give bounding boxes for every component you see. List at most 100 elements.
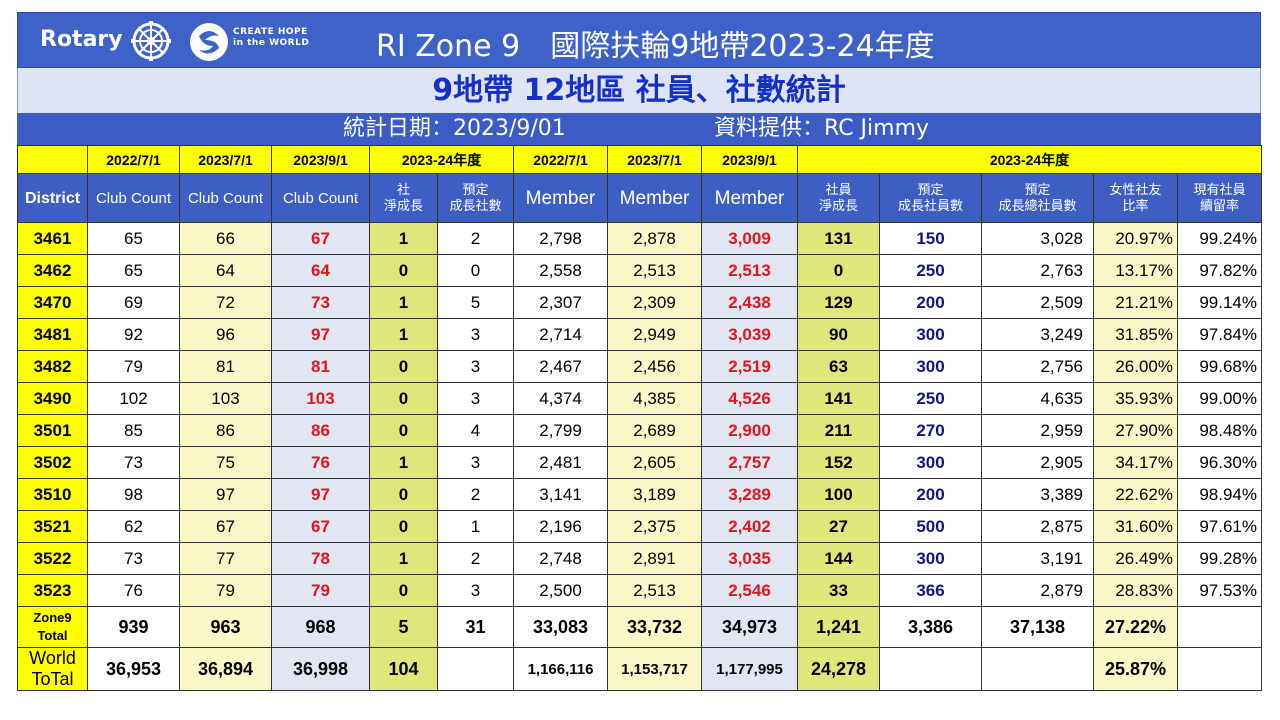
table-cell: 0 <box>369 478 438 511</box>
table-cell: 2,748 <box>513 542 609 575</box>
table-cell: 31.60% <box>1093 510 1179 543</box>
table-cell: 76 <box>271 446 370 479</box>
table-cell: 3,009 <box>701 222 799 255</box>
table-cell: 26.00% <box>1093 350 1179 383</box>
zone-total-label: Zone9 Total <box>17 606 88 648</box>
world-total-row: World ToTal 36,953 36,894 36,998 104 1,16… <box>17 647 1263 691</box>
table-cell: 34,973 <box>701 606 799 648</box>
table-cell: 86 <box>179 414 272 447</box>
district-cell: 3481 <box>17 318 88 351</box>
table-row: 3482 79 81 81 0 3 2,467 2,456 2,519 63 300 2,756 26.… <box>17 350 1263 383</box>
table-cell: 4 <box>436 414 515 447</box>
table-cell: 0 <box>369 574 438 607</box>
table-cell: 97.53% <box>1177 574 1263 607</box>
table-row: 3502 73 75 76 1 3 2,481 2,605 2,757 152 300 2,905 34… <box>17 446 1263 479</box>
table-cell: 200 <box>879 478 983 511</box>
table-cell: 36,894 <box>179 647 272 691</box>
table-cell: 73 <box>87 542 180 575</box>
table-cell: 300 <box>879 318 983 351</box>
table-cell: 939 <box>87 606 180 648</box>
table-cell: 2,513 <box>701 254 799 287</box>
table-cell: 3,191 <box>981 542 1095 575</box>
table-cell <box>879 647 983 691</box>
table-cell: 4,526 <box>701 382 799 415</box>
create-hope-logo-text: CREATE HOPE in the WORLD <box>233 27 309 49</box>
table-cell: 2,959 <box>981 414 1095 447</box>
table-cell: 500 <box>879 510 983 543</box>
district-cell: 3462 <box>17 254 88 287</box>
table-cell: 2,905 <box>981 446 1095 479</box>
table-cell <box>1177 647 1263 691</box>
table-cell: 96 <box>179 318 272 351</box>
table-cell: 0 <box>369 382 438 415</box>
rotary-logo-text: Rotary <box>40 27 123 52</box>
table-row: 3523 76 79 79 0 3 2,500 2,513 2,546 33 366 2,879 28.… <box>17 574 1263 607</box>
table-cell: 0 <box>369 414 438 447</box>
table-cell: 2,375 <box>607 510 703 543</box>
table-cell: 1,177,995 <box>701 647 799 691</box>
table-cell: 3,035 <box>701 542 799 575</box>
table-cell: 62 <box>87 510 180 543</box>
table-cell: 2,456 <box>607 350 703 383</box>
table-row: 3522 73 77 78 1 2 2,748 2,891 3,035 144 300 3,191 26… <box>17 542 1263 575</box>
zone-total-label-line1: Zone9 <box>33 610 72 625</box>
stats-date: 統計日期：2023/9/01 <box>343 116 566 141</box>
table-cell: 131 <box>797 222 881 255</box>
column-label: 預定 成長總社員數 <box>981 173 1095 223</box>
table-cell: 270 <box>879 414 983 447</box>
table-cell: 5 <box>436 286 515 319</box>
hope-line-2: in the WORLD <box>233 38 310 48</box>
table-cell: 27.22% <box>1093 606 1179 648</box>
table-cell: 65 <box>87 254 180 287</box>
table-cell: 97.61% <box>1177 510 1263 543</box>
table-cell: 102 <box>87 382 180 415</box>
table-cell: 76 <box>87 574 180 607</box>
table-cell: 3,028 <box>981 222 1095 255</box>
table-cell: 98 <box>87 478 180 511</box>
district-cell: 3523 <box>17 574 88 607</box>
table-row: 3521 62 67 67 0 1 2,196 2,375 2,402 27 500 2,875 31.… <box>17 510 1263 543</box>
data-rows: 3461 65 66 67 1 2 2,798 2,878 3,009 131 150 3,028 20… <box>17 222 1263 607</box>
table-cell: 1,153,717 <box>607 647 703 691</box>
district-cell: 3470 <box>17 286 88 319</box>
table-cell: 0 <box>436 254 515 287</box>
table-cell: 2,500 <box>513 574 609 607</box>
table-cell: 0 <box>797 254 881 287</box>
table-cell: 0 <box>369 254 438 287</box>
table-cell: 86 <box>271 414 370 447</box>
table-cell: 79 <box>271 574 370 607</box>
table-cell: 2,519 <box>701 350 799 383</box>
rotary-wheel-icon <box>131 21 171 61</box>
world-total-label: World ToTal <box>17 647 88 691</box>
district-cell: 3482 <box>17 350 88 383</box>
district-cell: 3501 <box>17 414 88 447</box>
table-cell: 3,249 <box>981 318 1095 351</box>
table-cell: 3 <box>436 350 515 383</box>
world-total-label-line1: World <box>29 648 76 669</box>
table-row: 3481 92 96 97 1 3 2,714 2,949 3,039 90 300 3,249 31.… <box>17 318 1263 351</box>
table-cell: 69 <box>87 286 180 319</box>
table-cell: 99.24% <box>1177 222 1263 255</box>
zone-total-label-line2: Total <box>37 628 68 643</box>
table-cell: 129 <box>797 286 881 319</box>
table-cell: 24,278 <box>797 647 881 691</box>
table-cell: 2 <box>436 542 515 575</box>
table-cell: 2,949 <box>607 318 703 351</box>
table-cell: 300 <box>879 446 983 479</box>
table-cell: 3,141 <box>513 478 609 511</box>
table-cell: 144 <box>797 542 881 575</box>
table-cell: 81 <box>271 350 370 383</box>
date-header: 2022/7/1 <box>87 145 180 174</box>
column-label: Member <box>607 173 703 223</box>
column-label: 女性社友 比率 <box>1093 173 1179 223</box>
table-cell: 2,763 <box>981 254 1095 287</box>
table-cell: 36,953 <box>87 647 180 691</box>
table-cell: 2,689 <box>607 414 703 447</box>
table-cell <box>981 647 1095 691</box>
table-cell: 33,732 <box>607 606 703 648</box>
data-source: 資料提供：RC Jimmy <box>714 116 930 141</box>
table-cell: 31 <box>436 606 515 648</box>
table-cell: 26.49% <box>1093 542 1179 575</box>
table-cell: 20.97% <box>1093 222 1179 255</box>
hope-line-1: CREATE HOPE <box>233 27 308 37</box>
